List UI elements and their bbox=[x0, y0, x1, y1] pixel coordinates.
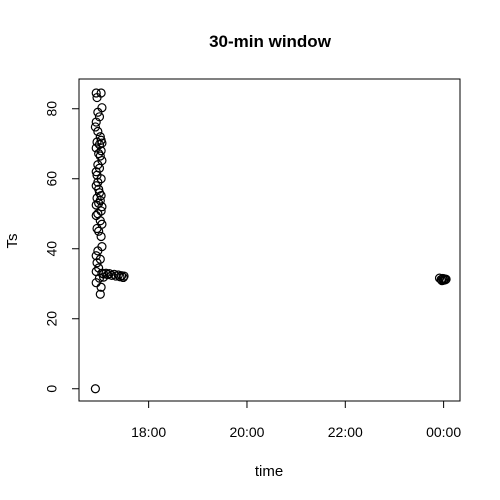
data-point bbox=[96, 231, 106, 242]
x-axis-title: time bbox=[255, 463, 283, 480]
x-tick-label: 22:00 bbox=[328, 424, 363, 440]
data-point bbox=[92, 137, 102, 147]
data-point bbox=[441, 274, 451, 284]
y-tick-label: 20 bbox=[44, 311, 60, 327]
x-tick-label: 00:00 bbox=[426, 424, 461, 440]
x-tick-label: 18:00 bbox=[131, 424, 166, 440]
data-point bbox=[91, 278, 101, 288]
data-point bbox=[92, 258, 102, 268]
data-point bbox=[90, 122, 100, 132]
y-tick-label: 40 bbox=[44, 241, 60, 257]
data-point bbox=[95, 289, 105, 299]
x-axis: 18:00 20:00 22:00 00:00 bbox=[131, 400, 461, 440]
data-point bbox=[98, 272, 109, 282]
data-point bbox=[90, 384, 100, 394]
y-tick-label: 80 bbox=[44, 101, 60, 117]
data-point bbox=[94, 184, 104, 194]
data-point bbox=[97, 202, 107, 212]
data-point bbox=[91, 210, 101, 221]
data-point bbox=[113, 270, 123, 280]
data-point bbox=[94, 226, 104, 236]
x-tick-label: 20:00 bbox=[229, 424, 264, 440]
chart-title: 30-min window bbox=[209, 32, 332, 51]
y-tick-label: 60 bbox=[44, 171, 60, 187]
data-point bbox=[119, 271, 129, 281]
data-point bbox=[118, 272, 128, 283]
data-point bbox=[91, 88, 101, 98]
data-point bbox=[94, 273, 105, 283]
data-point bbox=[93, 107, 103, 117]
plot-frame bbox=[78, 78, 461, 402]
y-axis-title: Ts bbox=[4, 234, 21, 249]
data-point bbox=[91, 143, 101, 153]
data-point bbox=[96, 282, 106, 292]
data-point bbox=[96, 88, 106, 98]
data-point bbox=[93, 246, 103, 256]
y-tick-label: 0 bbox=[44, 385, 60, 393]
data-point bbox=[96, 146, 106, 156]
data-point bbox=[91, 167, 101, 177]
data-points bbox=[90, 88, 451, 394]
data-point bbox=[93, 126, 103, 137]
data-point bbox=[91, 200, 101, 210]
data-point bbox=[440, 275, 450, 285]
data-point bbox=[115, 272, 125, 282]
data-point bbox=[91, 117, 101, 127]
y-axis: 0 20 40 60 80 bbox=[44, 101, 80, 393]
data-point bbox=[437, 276, 447, 286]
data-point bbox=[95, 151, 105, 161]
